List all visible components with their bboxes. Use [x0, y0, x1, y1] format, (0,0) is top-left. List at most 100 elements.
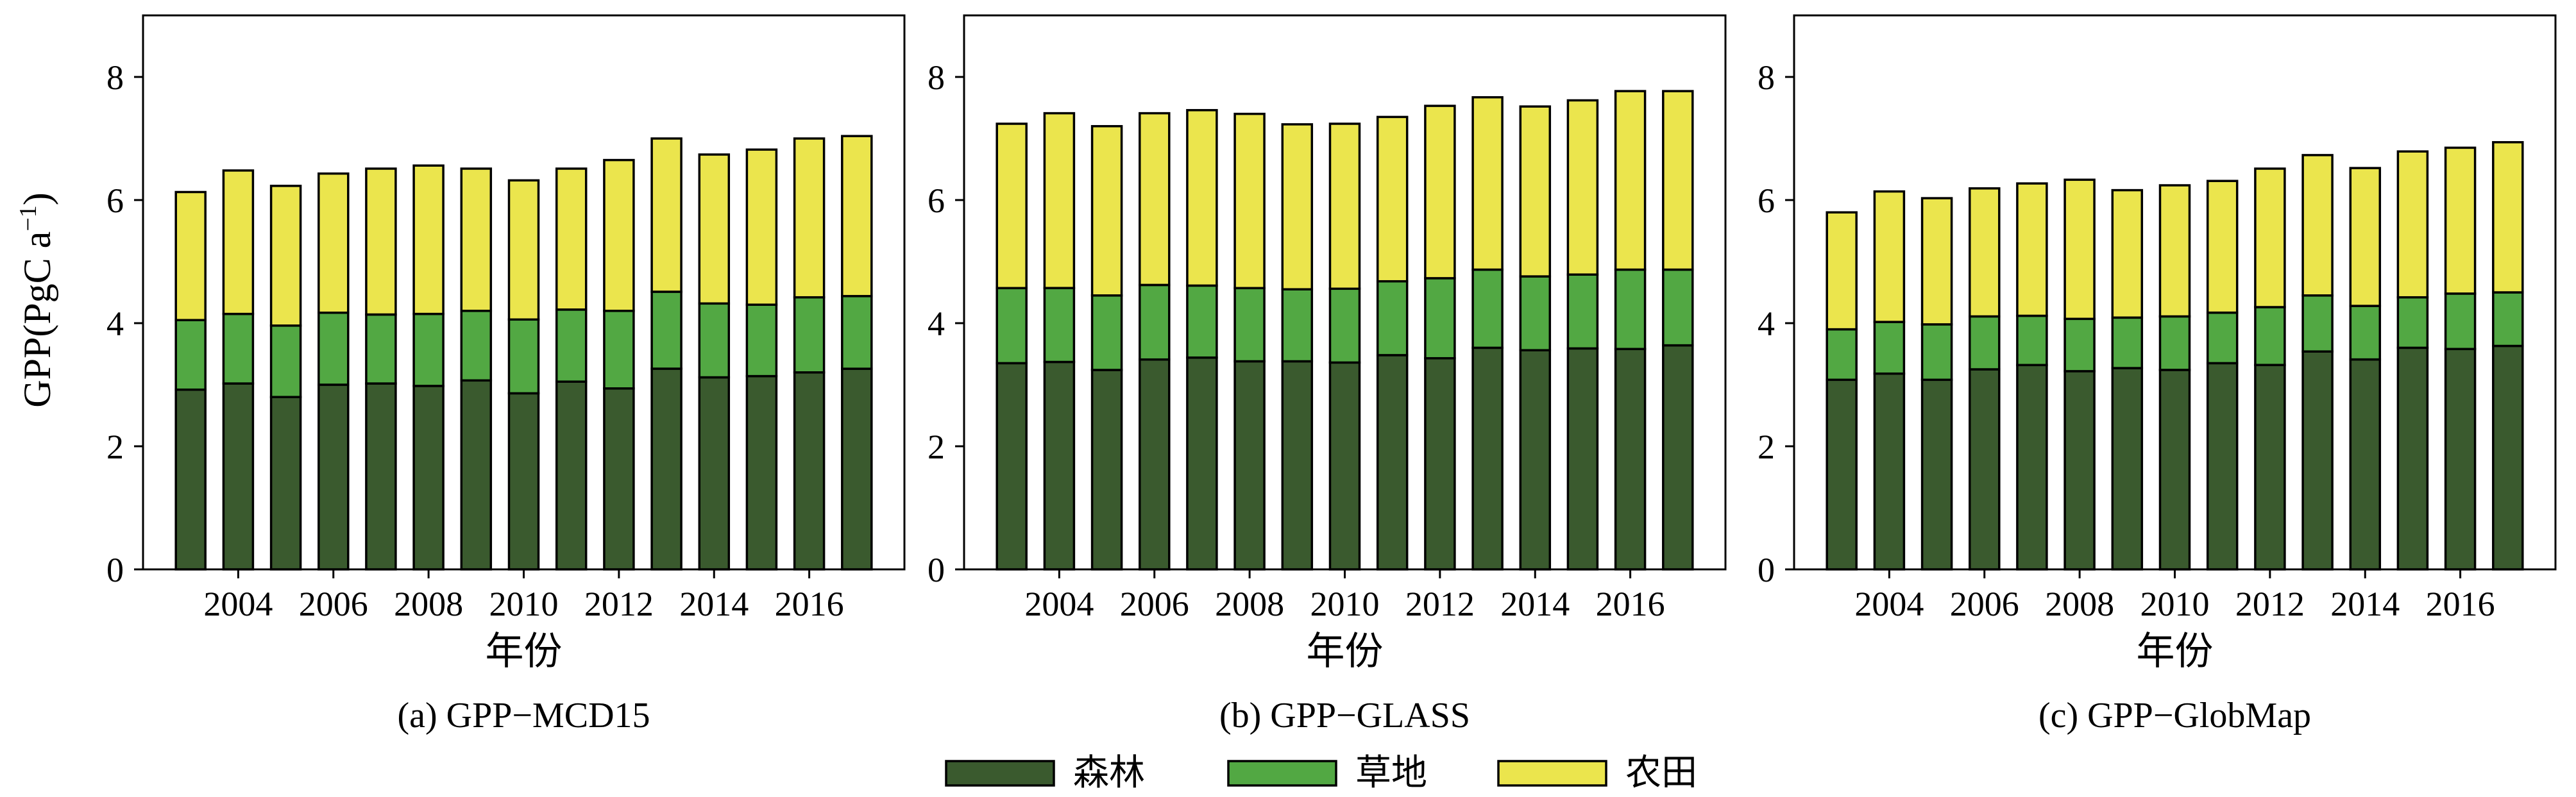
x-tick-label: 2012	[2235, 585, 2305, 623]
x-tick-label: 2004	[1024, 585, 1094, 623]
bar-segment-2016-s3	[1614, 90, 1647, 271]
bar-segment-2008-s2	[2063, 317, 2096, 373]
panel-caption: (c) GPP−GlobMap	[2038, 696, 2311, 735]
y-tick-label: 2	[928, 428, 945, 466]
bar-segment-2010-s2	[2158, 315, 2191, 371]
panel-caption: (b) GPP−GLASS	[1219, 696, 1470, 735]
y-tick-label: 2	[1758, 428, 1775, 466]
bar-segment-2009-s3	[2111, 189, 2144, 319]
bar-segment-2006-s1	[1139, 358, 1171, 571]
bar-segment-2017-s2	[1662, 268, 1694, 347]
bar-segment-2010-s2	[1328, 287, 1361, 364]
bar-segment-2005-s1	[269, 396, 302, 571]
bar-segment-2011-s1	[1376, 354, 1409, 571]
bar-segment-2014-s2	[2349, 305, 2382, 361]
bar-segment-2014-s3	[1519, 105, 1552, 278]
bar-segment-2013-s1	[2301, 350, 2334, 571]
legend-swatch	[1227, 760, 1337, 787]
bar-segment-2010-s3	[2158, 184, 2191, 318]
bar-segment-2013-s1	[1471, 346, 1504, 571]
x-tick-label: 2012	[1405, 585, 1475, 623]
bar-segment-2009-s2	[2111, 316, 2144, 369]
bar-segment-2012-s2	[1424, 277, 1456, 360]
legend-swatch	[945, 760, 1055, 787]
bar-segment-2017-s1	[841, 367, 873, 571]
bar-segment-2013-s2	[2301, 294, 2334, 353]
x-axis-title: 年份	[486, 630, 563, 673]
bar-segment-2009-s1	[460, 379, 493, 571]
bar-segment-2015-s1	[1566, 347, 1599, 571]
x-tick-label: 2008	[394, 585, 463, 623]
x-tick-label: 2006	[1950, 585, 2019, 623]
bar-segment-2014-s1	[698, 376, 731, 571]
bar-segment-2016-s1	[793, 371, 826, 571]
bar-segment-2009-s3	[1281, 123, 1314, 290]
bar-segment-2007-s1	[365, 382, 397, 571]
bar-segment-2014-s3	[2349, 167, 2382, 307]
bar-segment-2003-s1	[174, 388, 207, 571]
bar-segment-2009-s1	[2111, 367, 2144, 571]
legend-item-3: 农田	[1497, 753, 1697, 793]
legend-item-2: 草地	[1227, 753, 1427, 793]
bar-segment-2006-s3	[1139, 112, 1171, 287]
bar-segment-2017-s1	[1662, 344, 1694, 571]
bar-segment-2015-s3	[1566, 99, 1599, 276]
bar-segment-2011-s2	[1376, 280, 1409, 357]
legend-swatch	[1497, 760, 1607, 787]
bar-segment-2017-s3	[1662, 90, 1694, 271]
bar-segment-2007-s1	[2016, 364, 2048, 571]
bar-segment-2013-s3	[650, 137, 682, 293]
bar-segment-2017-s3	[2492, 141, 2524, 294]
bar-segment-2009-s2	[1281, 288, 1314, 363]
bar-segment-2006-s2	[318, 311, 350, 386]
bar-segment-2007-s3	[1186, 109, 1218, 287]
y-tick-label: 6	[1758, 181, 1775, 220]
x-tick-label: 2010	[2140, 585, 2210, 623]
bar-segment-2012-s2	[2254, 306, 2286, 366]
x-tick-label: 2006	[299, 585, 368, 623]
bar-segment-2016-s2	[2444, 292, 2477, 351]
chart-panel-1: 0 2 4 6 8 2004 2006 2008 2010 2012 2014 2016 年份 (a) G…	[106, 14, 906, 735]
bar-segment-2013-s3	[2301, 154, 2334, 297]
x-tick-label: 2016	[1596, 585, 1665, 623]
bar-segment-2008-s2	[412, 312, 445, 387]
bar-segment-2012-s1	[2254, 364, 2286, 571]
bar-segment-2011-s3	[555, 167, 588, 311]
bar-segment-2007-s2	[1186, 284, 1218, 359]
bar-segment-2006-s3	[318, 172, 350, 314]
bar-segment-2015-s2	[745, 303, 778, 378]
bar-segment-2003-s2	[996, 287, 1028, 365]
bar-segment-2005-s3	[269, 185, 302, 327]
bar-segment-2003-s2	[1826, 328, 1858, 382]
bar-segment-2011-s1	[555, 380, 588, 571]
x-axis-title: 年份	[1307, 630, 1384, 673]
bar-segment-2005-s2	[1090, 294, 1123, 371]
x-tick-label: 2004	[1854, 585, 1924, 623]
bar-segment-2008-s1	[412, 385, 445, 571]
x-tick-label: 2010	[1310, 585, 1380, 623]
x-tick-label: 2004	[203, 585, 273, 623]
bar-segment-2015-s2	[2396, 296, 2429, 349]
bar-segment-2005-s1	[1920, 378, 1953, 571]
bar-segment-2012-s3	[1424, 105, 1456, 280]
bar-segment-2005-s2	[1920, 323, 1953, 382]
bar-segment-2003-s1	[996, 362, 1028, 571]
bar-segment-2014-s3	[698, 153, 731, 305]
bar-segment-2015-s1	[2396, 346, 2429, 571]
bar-segment-2016-s3	[2444, 146, 2477, 295]
bar-segment-2011-s2	[555, 308, 588, 383]
bar-segment-2006-s2	[1969, 315, 2001, 371]
bar-segment-2008-s2	[1233, 287, 1266, 363]
bar-segment-2013-s1	[650, 367, 682, 571]
y-tick-label: 4	[106, 305, 124, 343]
bar-segment-2016-s1	[1614, 348, 1647, 571]
bar-segment-2007-s3	[365, 167, 397, 316]
bar-segment-2004-s1	[222, 382, 255, 571]
x-tick-label: 2016	[775, 585, 844, 623]
x-tick-label: 2014	[2330, 585, 2400, 623]
bar-segment-2014-s1	[1519, 349, 1552, 571]
bar-segment-2008-s1	[1233, 360, 1266, 571]
bar-segment-2005-s3	[1920, 197, 1953, 326]
y-tick-label: 8	[1758, 58, 1775, 97]
